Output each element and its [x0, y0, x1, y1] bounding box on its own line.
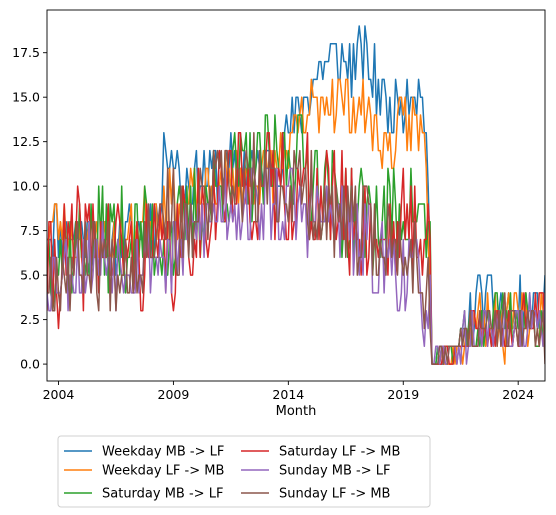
y-tick-label: 7.5 — [20, 223, 40, 238]
y-tick-label: 0.0 — [20, 357, 40, 372]
legend-entry: Weekday LF -> MB — [64, 464, 224, 479]
legend-label: Sunday MB -> LF — [279, 464, 390, 479]
x-tick-label: 2004 — [43, 387, 75, 402]
legend-entry: Sunday LF -> MB — [241, 487, 390, 502]
x-tick-label: 2019 — [387, 387, 419, 402]
legend-label: Weekday MB -> LF — [102, 445, 224, 460]
legend-label: Saturday LF -> MB — [279, 445, 400, 460]
y-tick-label: 15.0 — [12, 90, 40, 105]
y-tick-label: 2.5 — [20, 312, 40, 327]
legend-entry: Weekday MB -> LF — [64, 445, 224, 460]
x-tick-label: 2024 — [502, 387, 534, 402]
y-tick-label: 12.5 — [12, 134, 40, 149]
legend-label: Weekday LF -> MB — [102, 464, 224, 479]
legend-entry: Saturday MB -> LF — [64, 487, 223, 502]
y-tick-label: 5.0 — [20, 268, 40, 283]
series-layer — [47, 25, 545, 365]
y-axis: 0.0 2.5 5.0 7.5 10.0 12.5 15.0 17.5 — [12, 45, 47, 372]
y-tick-label: 10.0 — [12, 179, 40, 194]
legend-label: Saturday MB -> LF — [102, 487, 223, 502]
x-axis: 2004 2009 2014 2019 2024 — [43, 381, 534, 402]
x-axis-title: Month — [276, 404, 317, 419]
series-line-2 — [47, 78, 545, 365]
legend-entry: Saturday LF -> MB — [241, 445, 400, 460]
series-line-6 — [47, 132, 545, 365]
plot-frame — [46, 9, 546, 382]
legend-label: Sunday LF -> MB — [279, 487, 390, 502]
legend-box — [57, 435, 431, 508]
x-tick-label: 2009 — [158, 387, 190, 402]
y-tick-label: 17.5 — [12, 45, 40, 60]
legend-entry: Sunday MB -> LF — [241, 464, 390, 479]
legend: Weekday MB -> LF Weekday LF -> MB Saturday… — [57, 435, 431, 508]
x-tick-label: 2014 — [272, 387, 304, 402]
